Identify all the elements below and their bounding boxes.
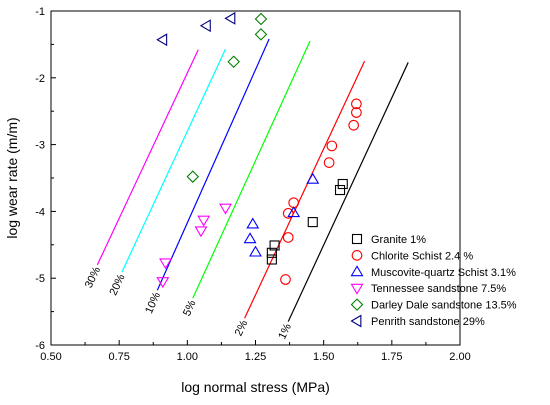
y-tick-label: -4	[35, 206, 45, 218]
data-point	[159, 258, 172, 270]
data-point	[194, 226, 208, 238]
x-tick-label: 0.75	[108, 351, 129, 363]
x-axis-title: log normal stress (MPa)	[181, 379, 330, 395]
y-tick-label: -3	[35, 140, 45, 152]
legend-entry-label: Chlorite Schist 2.4 %	[371, 250, 473, 262]
data-point	[254, 12, 268, 26]
data-point	[306, 172, 320, 184]
y-axis-title: log wear rate (m/m)	[4, 117, 20, 238]
data-point	[288, 197, 300, 209]
data-point	[323, 157, 335, 168]
legend-entry-label: Darley Dale sandstone 13.5%	[371, 300, 517, 312]
reference-line-label: 1%	[276, 322, 294, 342]
data-point	[249, 245, 262, 257]
data-point	[219, 203, 232, 215]
legend-marker	[350, 265, 364, 277]
data-point	[156, 33, 168, 47]
legend-marker	[350, 283, 364, 295]
legend-marker	[351, 250, 363, 261]
y-tick-label: -6	[35, 340, 45, 352]
reference-lines: 30% 20% 10% 5% 2% 1%	[83, 38, 409, 342]
x-tick-label: 1.00	[177, 351, 198, 363]
data-point	[266, 247, 277, 258]
reference-line	[96, 49, 199, 266]
axis-ticks: 0.50 0.75 1.00 1.25 1.50 1.75 2.00 -1 -2 -3 -4 -5 -6	[35, 6, 470, 363]
data-point	[269, 240, 280, 251]
data-point	[307, 217, 318, 228]
reference-line	[244, 60, 366, 319]
x-tick-label: 1.50	[313, 351, 334, 363]
data-point	[351, 98, 362, 110]
x-tick-label: 1.25	[245, 351, 266, 363]
data-point	[337, 178, 348, 190]
data-point	[334, 184, 346, 196]
x-tick-label: 2.00	[449, 351, 470, 363]
y-tick-label: -5	[35, 273, 45, 285]
data-point	[280, 274, 291, 285]
legend-entry-label: Tennessee sandstone 7.5%	[371, 283, 506, 295]
y-tick-label: -1	[35, 6, 45, 18]
data-point	[282, 232, 294, 243]
data-point	[351, 107, 362, 118]
reference-line	[121, 48, 227, 273]
data-point	[282, 208, 294, 219]
legend-marker	[350, 298, 364, 311]
data-point	[287, 206, 301, 218]
legend: Granite 1% Chlorite Schist 2.4 % Muscovite…	[350, 233, 517, 328]
data-point	[156, 277, 170, 289]
y-tick-label: -2	[35, 73, 45, 85]
reference-line-label: 2%	[233, 318, 251, 338]
data-point	[186, 170, 200, 183]
data-point	[224, 11, 236, 25]
reference-line-label: 20%	[107, 272, 127, 297]
data-points	[156, 11, 362, 289]
data-point	[199, 19, 211, 33]
legend-entry-label: Granite 1%	[371, 234, 426, 246]
data-point	[227, 55, 240, 69]
x-tick-label: 1.75	[381, 351, 402, 363]
legend-entry-label: Muscovite-quartz Schist 3.1%	[371, 267, 516, 279]
legend-marker	[350, 314, 362, 328]
data-point	[348, 119, 360, 131]
data-point	[243, 232, 257, 244]
reference-line	[192, 40, 311, 299]
reference-line-label: 10%	[143, 290, 163, 315]
reference-line-label: 30%	[83, 265, 103, 290]
legend-marker	[351, 233, 363, 245]
data-point	[326, 140, 338, 152]
legend-entry-label: Penrith sandstone 29%	[371, 316, 485, 328]
x-tick-label: 0.50	[40, 351, 61, 363]
reference-line	[287, 62, 409, 322]
data-point	[266, 254, 277, 265]
data-point	[254, 28, 268, 41]
data-point	[246, 217, 260, 229]
reference-line	[156, 38, 270, 291]
data-point	[197, 215, 211, 227]
reference-line-label: 5%	[181, 298, 199, 318]
